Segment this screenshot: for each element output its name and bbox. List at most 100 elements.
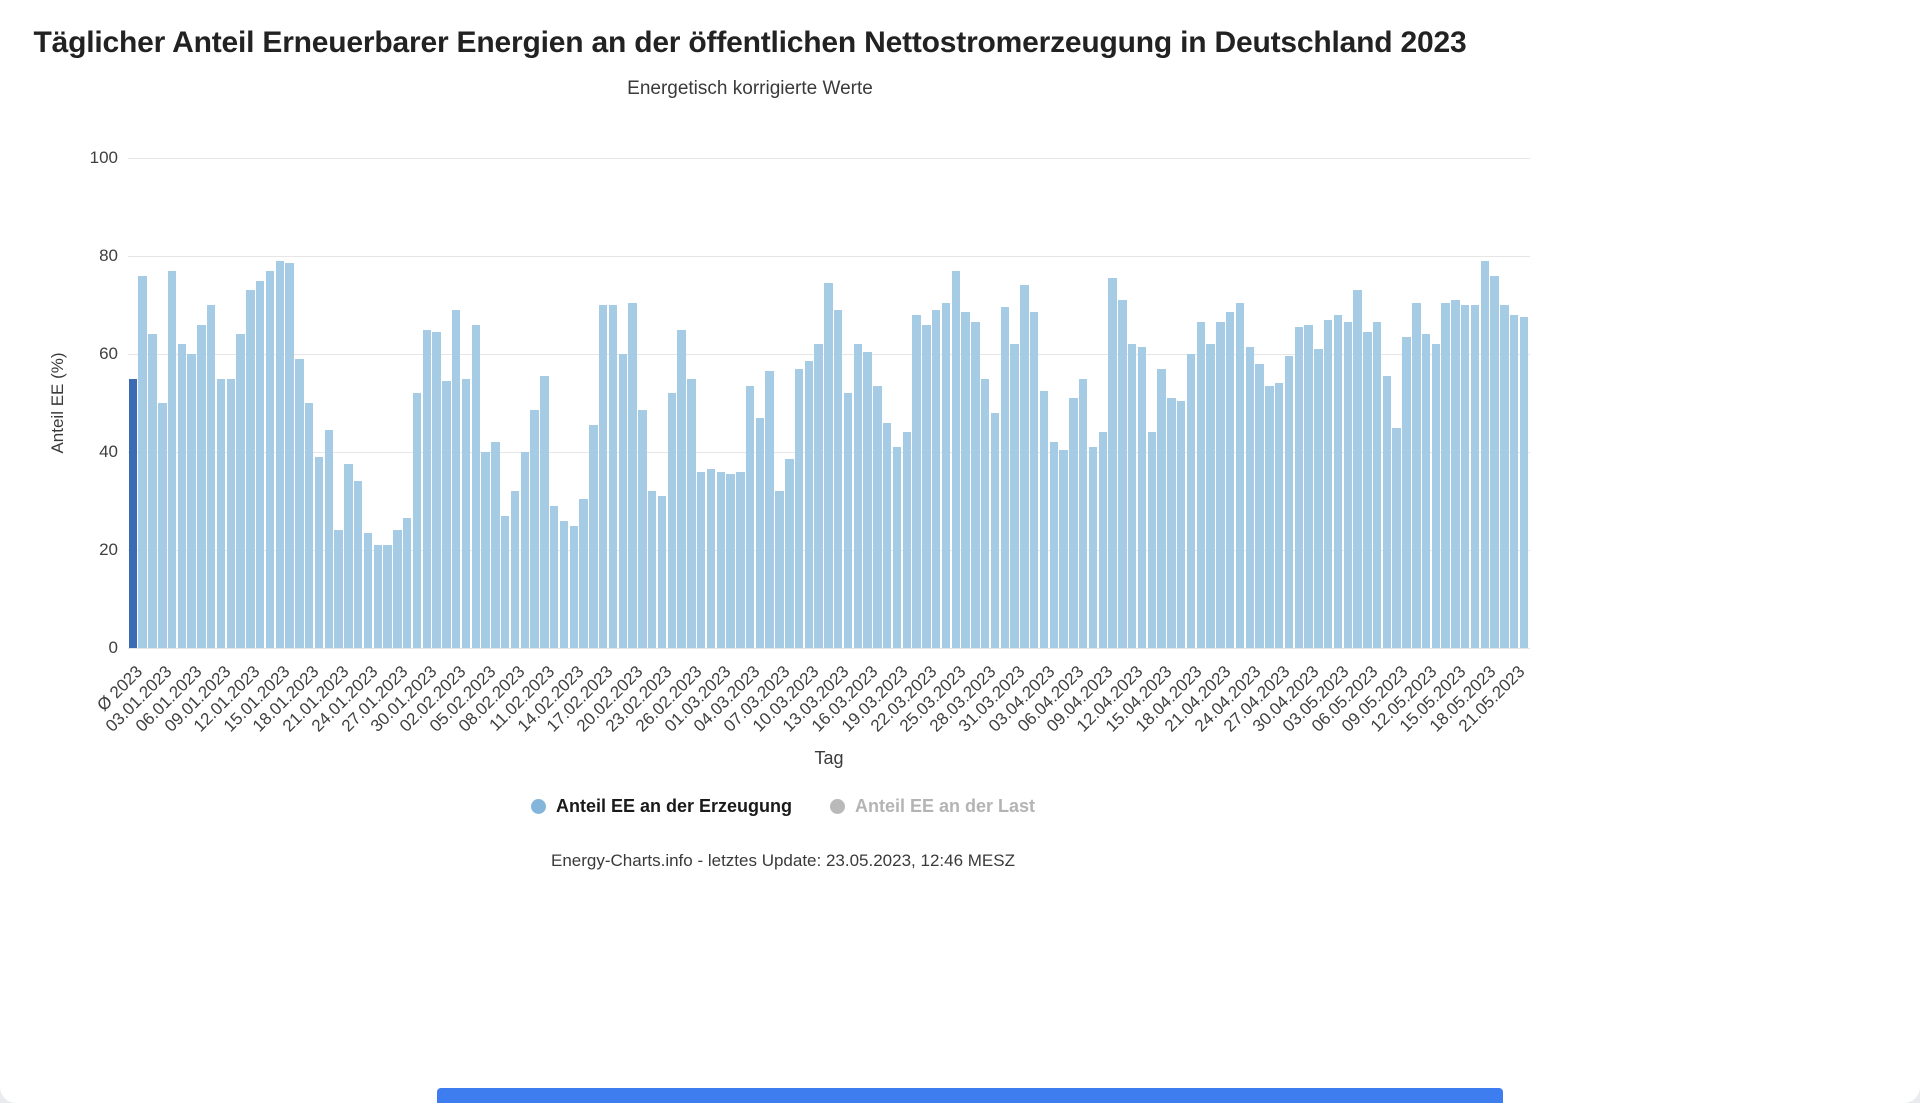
bar[interactable]	[951, 270, 961, 648]
bar[interactable]	[236, 334, 245, 648]
bar[interactable]	[794, 368, 804, 648]
bar[interactable]	[354, 481, 363, 648]
bar[interactable]	[177, 344, 187, 648]
bar[interactable]	[892, 447, 902, 648]
bar[interactable]	[314, 456, 324, 648]
bar[interactable]	[1353, 290, 1362, 648]
bar[interactable]	[383, 545, 392, 648]
bar[interactable]	[1451, 300, 1460, 648]
bar[interactable]	[726, 474, 735, 648]
bar-average[interactable]	[128, 378, 138, 648]
bar[interactable]	[451, 309, 461, 648]
bar[interactable]	[647, 491, 657, 648]
bar[interactable]	[412, 393, 422, 648]
bar[interactable]	[197, 324, 206, 648]
bar[interactable]	[1147, 432, 1156, 648]
bar[interactable]	[540, 376, 549, 648]
bar[interactable]	[481, 452, 490, 648]
bar[interactable]	[1010, 344, 1019, 648]
bar[interactable]	[256, 280, 265, 648]
bar[interactable]	[1069, 398, 1078, 648]
bar[interactable]	[187, 354, 196, 648]
bar[interactable]	[530, 410, 539, 648]
bar[interactable]	[226, 378, 236, 648]
bar[interactable]	[1235, 302, 1245, 648]
bar[interactable]	[912, 314, 921, 648]
bar[interactable]	[1441, 302, 1450, 648]
bar[interactable]	[853, 344, 863, 648]
bar[interactable]	[1216, 322, 1225, 648]
bar[interactable]	[510, 491, 520, 648]
bar[interactable]	[1078, 378, 1088, 648]
bar[interactable]	[1000, 307, 1010, 648]
bar[interactable]	[608, 305, 618, 648]
bar[interactable]	[1265, 385, 1274, 648]
bar[interactable]	[1167, 398, 1176, 648]
bar[interactable]	[461, 378, 471, 648]
bar[interactable]	[834, 309, 843, 648]
bar[interactable]	[167, 270, 177, 648]
bar[interactable]	[902, 432, 912, 648]
bar[interactable]	[1049, 442, 1059, 648]
bar[interactable]	[1402, 336, 1411, 648]
bar[interactable]	[1421, 334, 1431, 648]
bar[interactable]	[148, 334, 157, 648]
bar[interactable]	[736, 471, 745, 648]
bar[interactable]	[1030, 312, 1039, 648]
bar[interactable]	[971, 322, 980, 648]
bar[interactable]	[961, 312, 970, 648]
bar[interactable]	[755, 417, 765, 648]
bar[interactable]	[598, 305, 608, 648]
bar[interactable]	[706, 469, 716, 648]
bar[interactable]	[1088, 447, 1098, 648]
bar[interactable]	[1519, 317, 1529, 648]
bar[interactable]	[246, 290, 255, 648]
bar[interactable]	[1225, 312, 1235, 648]
bar[interactable]	[520, 452, 529, 648]
bar[interactable]	[696, 471, 706, 648]
bar[interactable]	[207, 305, 216, 648]
bar[interactable]	[1392, 427, 1401, 648]
bar[interactable]	[922, 324, 931, 648]
bar[interactable]	[1412, 302, 1421, 648]
bar[interactable]	[500, 515, 510, 648]
bar[interactable]	[1020, 285, 1029, 648]
bar[interactable]	[745, 385, 755, 648]
bar[interactable]	[824, 282, 833, 648]
bar[interactable]	[883, 422, 892, 648]
bar[interactable]	[1157, 368, 1166, 648]
bar[interactable]	[1176, 400, 1186, 648]
bar[interactable]	[638, 410, 647, 648]
bar[interactable]	[491, 442, 500, 648]
bar[interactable]	[1490, 275, 1499, 648]
bar[interactable]	[1098, 432, 1107, 648]
bar[interactable]	[863, 351, 872, 648]
bar[interactable]	[559, 520, 569, 648]
bar[interactable]	[1314, 349, 1323, 648]
bar[interactable]	[1118, 300, 1127, 648]
bar[interactable]	[158, 403, 167, 648]
bar[interactable]	[618, 354, 627, 648]
bar[interactable]	[373, 545, 383, 648]
bar[interactable]	[1500, 305, 1509, 648]
bar[interactable]	[775, 491, 784, 648]
legend-item-anteil-ee-last[interactable]: Anteil EE an der Last	[829, 796, 1035, 817]
bar[interactable]	[1470, 305, 1480, 648]
bar[interactable]	[1343, 322, 1352, 648]
bar[interactable]	[579, 498, 588, 648]
bar[interactable]	[1245, 346, 1254, 648]
bar[interactable]	[295, 358, 304, 648]
bar[interactable]	[873, 385, 882, 648]
bar[interactable]	[393, 530, 402, 648]
bar[interactable]	[403, 518, 412, 648]
bar[interactable]	[667, 393, 676, 648]
bar[interactable]	[1039, 390, 1049, 648]
bar[interactable]	[716, 471, 725, 648]
bar[interactable]	[1480, 260, 1490, 648]
bar[interactable]	[804, 361, 814, 648]
bar[interactable]	[785, 459, 794, 648]
bar[interactable]	[843, 393, 853, 648]
bar[interactable]	[324, 429, 334, 648]
bar[interactable]	[589, 425, 598, 648]
bar[interactable]	[265, 270, 275, 648]
